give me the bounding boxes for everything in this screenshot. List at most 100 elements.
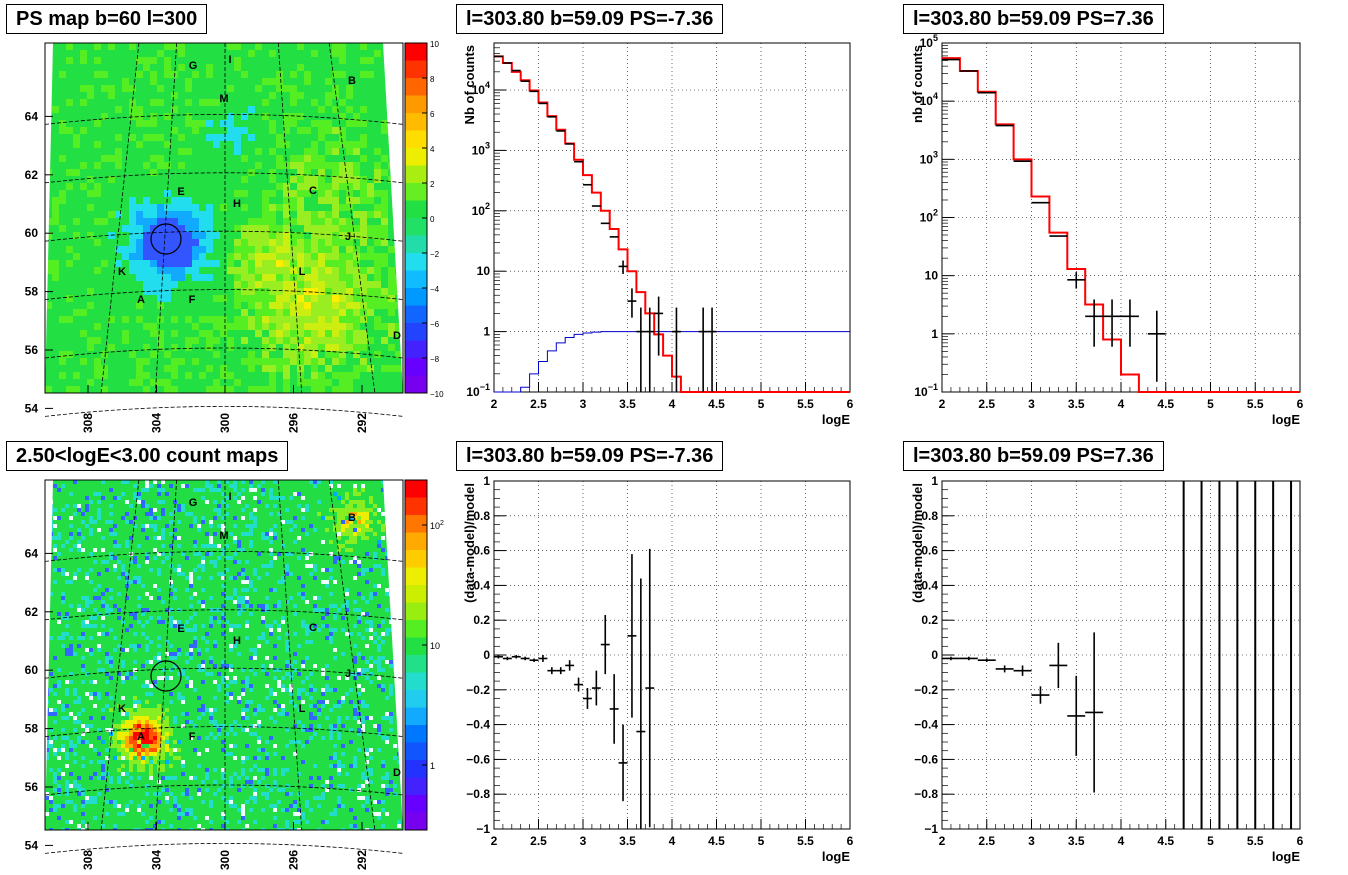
source-label-K: K: [118, 703, 126, 715]
count-colorbar: 102 10 1: [404, 479, 444, 831]
source-label-G: G: [189, 497, 198, 509]
colorbar-band: [405, 637, 427, 656]
source-marker-circle: [150, 660, 182, 692]
residual-right-tick-label-y: 0.4: [921, 578, 938, 592]
source-label-B: B: [348, 512, 356, 524]
source-label-I: I: [228, 54, 231, 66]
residual-right-tick-label-y: 0.8: [921, 509, 938, 523]
colorbar-band: [405, 288, 427, 306]
colorbar-band: [405, 130, 427, 149]
spectrum-right-tick-label-x: 4: [1118, 397, 1125, 411]
spectrum-left-tick-label-y: 10−1: [466, 382, 490, 399]
colorbar-band: [405, 113, 427, 131]
residual-left-tick-label-y: 0.6: [473, 544, 490, 558]
residual-left-tick-label-y: −1: [476, 822, 490, 836]
source-label-L: L: [299, 703, 306, 715]
residual-right-tick-label-x: 4.5: [1157, 834, 1174, 848]
map-x-tick-label: 300: [218, 850, 232, 870]
spectrum-right-plot-frame: [941, 42, 1301, 393]
colorbar-tick-label: −8: [430, 355, 440, 364]
colorbar-tick-label: −10: [430, 390, 444, 399]
map-x-tick-label: 292: [355, 413, 369, 433]
colorbar-band: [405, 165, 427, 184]
source-label-J: J: [345, 668, 351, 680]
source-label-H: H: [233, 198, 241, 210]
count-map-cells: [45, 480, 403, 830]
colorbar-band: [405, 148, 427, 166]
source-label-E: E: [177, 623, 184, 635]
map-y-tick-label: 56: [25, 343, 39, 357]
colorbar-tick-label: 2: [430, 180, 435, 189]
map-x-tick-label: 308: [81, 413, 95, 433]
source-label-B: B: [348, 75, 356, 87]
residual-right-tick-label-y: −0.6: [914, 752, 938, 766]
spectrum-left-tick-label-x: 5: [758, 397, 765, 411]
colorbar-band: [405, 340, 427, 359]
count-map-edge-right: [383, 480, 403, 830]
colorbar-band: [405, 602, 427, 621]
title-count-map: 2.50<logE<3.00 count maps: [6, 441, 289, 471]
colorbar-band: [405, 375, 427, 394]
spectrum-left-tick-label-x: 5.5: [797, 397, 814, 411]
count-map-meridian: [100, 479, 140, 831]
colorbar-band: [405, 270, 427, 289]
source-label-E: E: [177, 186, 184, 198]
colorbar-band: [405, 567, 427, 586]
source-label-F: F: [189, 294, 196, 306]
residual-left-tick-label-x: 6: [847, 834, 854, 848]
residual-left-ylabel: (data-model)/model: [462, 483, 477, 603]
residual-right-tick-label-y: 0.2: [921, 613, 938, 627]
residual-left-tick-label-x: 3: [580, 834, 587, 848]
residual-left-tick-label-y: 0.8: [473, 509, 490, 523]
colorbar-band: [405, 742, 427, 761]
colorbar-band: [405, 95, 427, 114]
colorbar-band: [405, 777, 427, 796]
spectrum-right-tick-label-y: 105: [920, 33, 938, 50]
spectrum-left-tick-label-x: 2: [491, 397, 498, 411]
title-residual-left: l=303.80 b=59.09 PS=-7.36: [456, 441, 724, 471]
count-map-edge-left: [45, 480, 53, 830]
colorbar-tick-label: 102: [430, 520, 444, 531]
map-y-tick-label: 58: [25, 285, 39, 299]
map-x-tick-label: 296: [287, 850, 301, 870]
residual-right-plot-frame: [941, 480, 1301, 830]
colorbar-band: [405, 707, 427, 726]
residual-right-xlabel: logE: [1272, 849, 1300, 864]
colorbar-band: [405, 725, 427, 743]
spectrum-left-model-blue: [494, 331, 850, 393]
map-y-tick-label: 62: [25, 168, 39, 182]
source-label-D: D: [393, 767, 401, 779]
spectrum-left-tick-label-x: 3.5: [619, 397, 636, 411]
residual-right-tick-label-y: −1: [924, 822, 938, 836]
colorbar-frame: [404, 479, 428, 831]
residual-right-tick-label-x: 4: [1118, 834, 1125, 848]
source-label-I: I: [228, 491, 231, 503]
residual-right-tick-label-x: 3.5: [1068, 834, 1085, 848]
spectrum-left-plot-frame: [493, 42, 851, 393]
spectrum-left-tick-label-x: 6: [847, 397, 854, 411]
count-map-meridian: [328, 479, 376, 831]
map-y-tick-label: 54: [25, 401, 39, 415]
spectrum-left-tick-label-x: 3: [580, 397, 587, 411]
ps-map-edge-right: [383, 43, 403, 393]
colorbar-tick-label: 4: [430, 145, 435, 154]
colorbar-tick-label: −4: [430, 285, 440, 294]
residual-right-tick-label-x: 3: [1028, 834, 1035, 848]
map-y-tick-label: 64: [25, 109, 39, 123]
count-map-frame: [44, 479, 404, 831]
residual-left-tick-label-y: −0.2: [466, 683, 490, 697]
source-label-A: A: [137, 294, 145, 306]
spectrum-right-tick-label-x: 2.5: [978, 397, 995, 411]
residual-right-tick-label-x: 6: [1297, 834, 1304, 848]
map-y-tick-label: 60: [25, 226, 39, 240]
spectrum-right-tick-label-x: 5.5: [1247, 397, 1264, 411]
colorbar-band: [405, 620, 427, 638]
residual-right-ylabel: (data-model)/model: [910, 483, 925, 603]
residual-left-tick-label-y: 0: [483, 648, 490, 662]
spectrum-left-ylabel: Nb of counts: [462, 45, 477, 124]
title-residual-right: l=303.80 b=59.09 PS=7.36: [903, 441, 1164, 471]
colorbar-tick-label: 8: [430, 75, 435, 84]
title-spectrum-left: l=303.80 b=59.09 PS=-7.36: [456, 4, 724, 34]
ps-map-frame: [44, 42, 404, 394]
